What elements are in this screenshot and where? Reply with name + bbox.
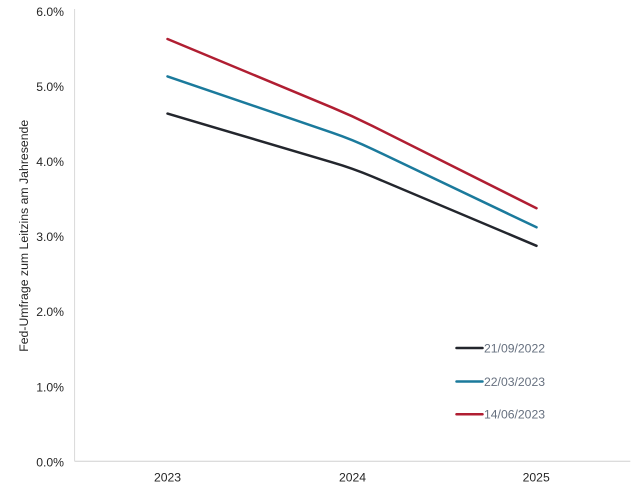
svg-text:3.0%: 3.0%: [36, 230, 64, 244]
svg-text:14/06/2023: 14/06/2023: [484, 408, 545, 422]
svg-text:0.0%: 0.0%: [36, 455, 64, 469]
svg-text:5.0%: 5.0%: [36, 80, 64, 94]
svg-text:2025: 2025: [523, 471, 550, 485]
svg-text:22/03/2023: 22/03/2023: [484, 375, 545, 389]
svg-text:Fed-Umfrage zum Leitzins am Ja: Fed-Umfrage zum Leitzins am Jahresende: [17, 120, 31, 352]
svg-text:4.0%: 4.0%: [36, 155, 64, 169]
svg-text:2024: 2024: [339, 471, 366, 485]
svg-text:2.0%: 2.0%: [36, 305, 64, 319]
svg-text:21/09/2022: 21/09/2022: [484, 341, 545, 355]
svg-text:1.0%: 1.0%: [36, 380, 64, 394]
svg-text:6.0%: 6.0%: [36, 5, 64, 19]
svg-text:2023: 2023: [154, 471, 181, 485]
